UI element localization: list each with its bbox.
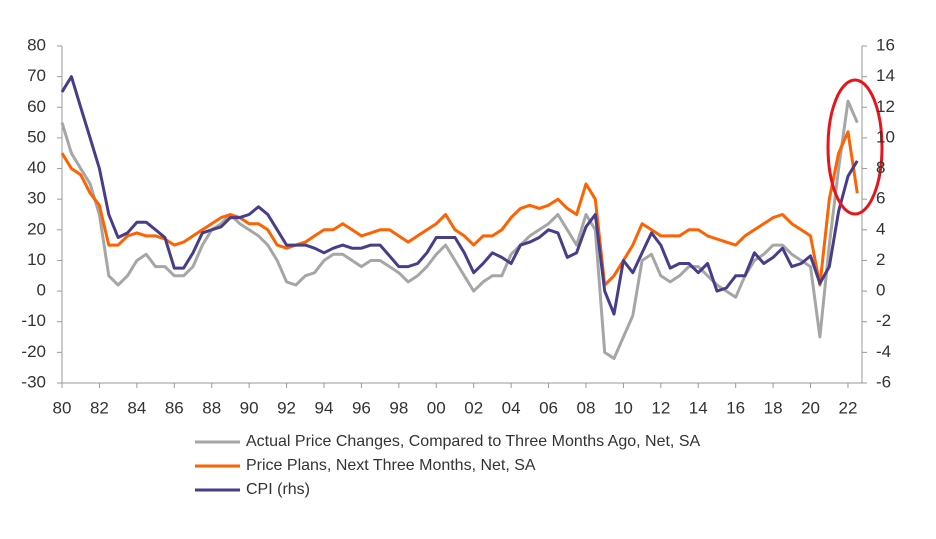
y-tick-label: -30: [21, 372, 46, 391]
y-tick-label: 70: [27, 66, 46, 85]
y2-tick-label: -4: [876, 342, 891, 361]
x-tick-label: 12: [651, 398, 670, 417]
x-tick-label: 94: [315, 398, 334, 417]
y-tick-label: 40: [27, 158, 46, 177]
y-tick-label: 30: [27, 189, 46, 208]
y2-tick-label: -6: [876, 372, 891, 391]
series-line: [60, 130, 859, 287]
x-tick-label: 04: [502, 398, 521, 417]
highlight-circle: [826, 78, 884, 216]
x-tick-label: 98: [389, 398, 408, 417]
y-tick-label: 20: [27, 219, 46, 238]
legend-label: Price Plans, Next Three Months, Net, SA: [246, 457, 536, 474]
y-tick-label: -20: [21, 342, 46, 361]
x-tick-label: 06: [539, 398, 558, 417]
x-tick-label: 16: [726, 398, 745, 417]
y2-tick-label: 12: [876, 97, 895, 116]
legend-label: Actual Price Changes, Compared to Three …: [246, 433, 700, 450]
y-tick-label: 50: [27, 127, 46, 146]
x-tick-label: 96: [352, 398, 371, 417]
x-tick-label: 20: [801, 398, 820, 417]
y-tick-label: 60: [27, 97, 46, 116]
x-tick-label: 00: [427, 398, 446, 417]
series-line: [60, 99, 859, 360]
x-tick-label: 08: [577, 398, 596, 417]
y2-tick-label: 16: [876, 35, 895, 54]
y2-tick-label: 0: [876, 281, 885, 300]
y-tick-label: -10: [21, 311, 46, 330]
x-tick-label: 90: [240, 398, 259, 417]
y2-tick-label: 8: [876, 158, 885, 177]
y-tick-label: 0: [37, 281, 46, 300]
x-tick-label: 14: [689, 398, 708, 417]
y-tick-label: 10: [27, 250, 46, 269]
y2-tick-label: 4: [876, 219, 885, 238]
y2-tick-label: -2: [876, 311, 891, 330]
x-tick-label: 82: [90, 398, 109, 417]
series-line: [60, 75, 859, 316]
x-tick-label: 86: [165, 398, 184, 417]
x-tick-label: 84: [127, 398, 146, 417]
x-tick-label: 80: [53, 398, 72, 417]
x-tick-label: 18: [764, 398, 783, 417]
y2-tick-label: 6: [876, 189, 885, 208]
x-tick-label: 02: [464, 398, 483, 417]
y2-tick-label: 2: [876, 250, 885, 269]
legend-label: CPI (rhs): [246, 481, 310, 498]
x-tick-label: 10: [614, 398, 633, 417]
x-tick-label: 92: [277, 398, 296, 417]
x-tick-label: 88: [202, 398, 221, 417]
y2-tick-label: 10: [876, 127, 895, 146]
y2-tick-label: 14: [876, 66, 895, 85]
x-tick-label: 22: [839, 398, 858, 417]
y-tick-label: 80: [27, 35, 46, 54]
